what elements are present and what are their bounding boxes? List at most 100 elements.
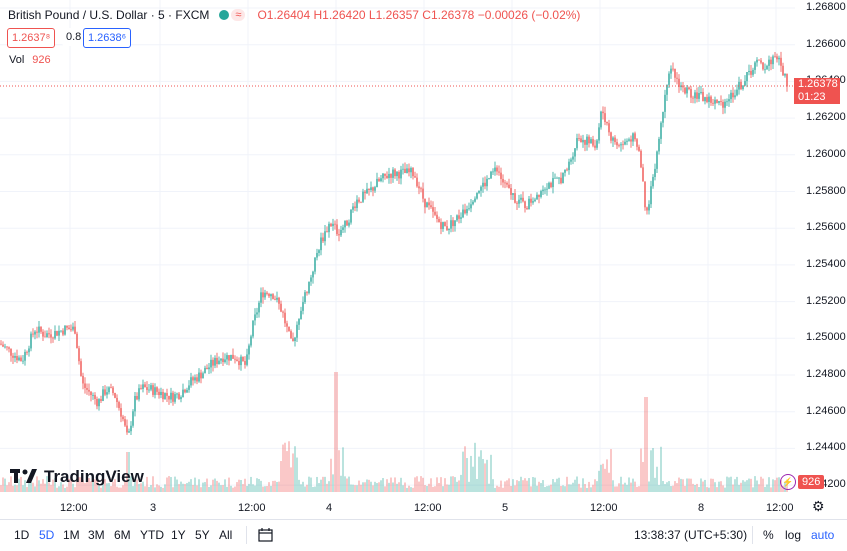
volume-bar — [648, 481, 650, 492]
volume-bar — [428, 483, 430, 492]
candle-body — [468, 208, 470, 210]
candle-body — [114, 392, 116, 398]
volume-bar — [684, 485, 686, 492]
candle-body — [174, 394, 176, 402]
percent-toggle[interactable]: % — [763, 528, 774, 542]
range-3m[interactable]: 3M — [88, 528, 105, 542]
volume-bar — [706, 487, 708, 492]
time-tick: 12:00 — [590, 502, 618, 514]
volume-bar — [350, 484, 352, 492]
candle-body — [594, 145, 596, 148]
log-toggle[interactable]: log — [785, 528, 802, 542]
candle-body — [340, 229, 342, 236]
candle-body — [290, 331, 292, 339]
date-range-icon[interactable] — [258, 528, 274, 545]
candle-body — [212, 359, 214, 366]
volume-bar — [54, 478, 56, 492]
sell-price-button[interactable]: 1.2637⁸ — [7, 28, 56, 48]
price-chart[interactable] — [0, 0, 795, 492]
volume-bar — [460, 474, 462, 492]
volume-bar — [108, 482, 110, 492]
candle-body — [172, 392, 174, 402]
candle-body — [278, 297, 280, 304]
volume-bar — [312, 487, 314, 492]
candle-body — [226, 355, 228, 360]
candle-body — [400, 169, 402, 179]
volume-bar — [48, 482, 50, 492]
volume-bar — [66, 486, 68, 492]
timezone-clock[interactable]: 13:38:37 (UTC+5:30) — [634, 528, 748, 542]
volume-bar — [130, 476, 132, 492]
volume-bar — [396, 483, 398, 492]
volume-bar — [80, 477, 82, 492]
candle-body — [308, 281, 310, 294]
volume-bar — [22, 485, 24, 492]
volume-bar — [608, 472, 610, 492]
symbol-title[interactable]: British Pound / U.S. Dollar · 5 · FXCM — [8, 8, 210, 22]
candle-body — [388, 173, 390, 179]
range-5y[interactable]: 5Y — [195, 528, 210, 542]
volume-bar — [10, 476, 12, 492]
candle-body — [498, 171, 500, 173]
volume-bar — [482, 459, 484, 492]
candle-body — [670, 68, 672, 74]
range-6m[interactable]: 6M — [114, 528, 131, 542]
volume-bar — [242, 484, 244, 492]
wave-icon: ≈ — [231, 9, 246, 21]
volume-bar — [342, 447, 344, 492]
candle-body — [74, 326, 76, 334]
candle-body — [224, 359, 226, 363]
volume-bar — [622, 484, 624, 492]
volume-legend[interactable]: Vol 926 — [9, 54, 51, 66]
candle-body — [8, 347, 10, 349]
volume-bar — [180, 481, 182, 492]
gear-icon[interactable]: ⚙ — [812, 498, 825, 514]
volume-bar — [296, 457, 298, 492]
volume-bar — [548, 485, 550, 492]
range-ytd[interactable]: YTD — [140, 528, 164, 542]
candle-body — [144, 384, 146, 388]
candle-body — [0, 343, 2, 345]
candle-body — [332, 223, 334, 227]
range-1d[interactable]: 1D — [14, 528, 30, 542]
volume-bar — [182, 483, 184, 492]
volume-bar — [274, 480, 276, 492]
buy-price-button[interactable]: 1.2638⁶ — [83, 28, 132, 48]
legend-indicators[interactable]: ≈ — [219, 9, 246, 21]
volume-bar — [694, 484, 696, 492]
range-all[interactable]: All — [219, 528, 233, 542]
volume-bar — [628, 477, 630, 492]
volume-bar — [288, 441, 290, 492]
range-5d[interactable]: 5D — [39, 528, 55, 542]
range-1y[interactable]: 1Y — [171, 528, 186, 542]
candle-body — [294, 337, 296, 342]
volume-bar — [120, 487, 122, 492]
volume-bar — [666, 482, 668, 492]
volume-bar — [212, 479, 214, 492]
volume-bar — [224, 479, 226, 492]
time-tick: 12:00 — [238, 502, 266, 514]
candle-body — [510, 188, 512, 195]
candle-body — [254, 314, 256, 321]
volume-bar — [634, 481, 636, 492]
candle-body — [506, 182, 508, 185]
candle-body — [186, 389, 188, 393]
volume-bar — [86, 477, 88, 492]
candle-body — [420, 188, 422, 190]
candle-body — [342, 227, 344, 230]
candle-body — [496, 167, 498, 172]
candle-body — [40, 326, 42, 332]
range-1m[interactable]: 1M — [63, 528, 80, 542]
candle-body — [110, 387, 112, 389]
candle-body — [158, 391, 160, 396]
auto-toggle[interactable]: auto — [811, 528, 835, 542]
volume-bar — [630, 482, 632, 492]
candle-body — [536, 194, 538, 200]
candle-body — [744, 81, 746, 86]
candle-body — [520, 197, 522, 200]
candle-body — [424, 198, 426, 208]
volume-bar — [50, 484, 52, 492]
candle-body — [726, 101, 728, 103]
volume-bar — [160, 486, 162, 492]
tradingview-logo[interactable]: TradingView — [10, 467, 144, 487]
